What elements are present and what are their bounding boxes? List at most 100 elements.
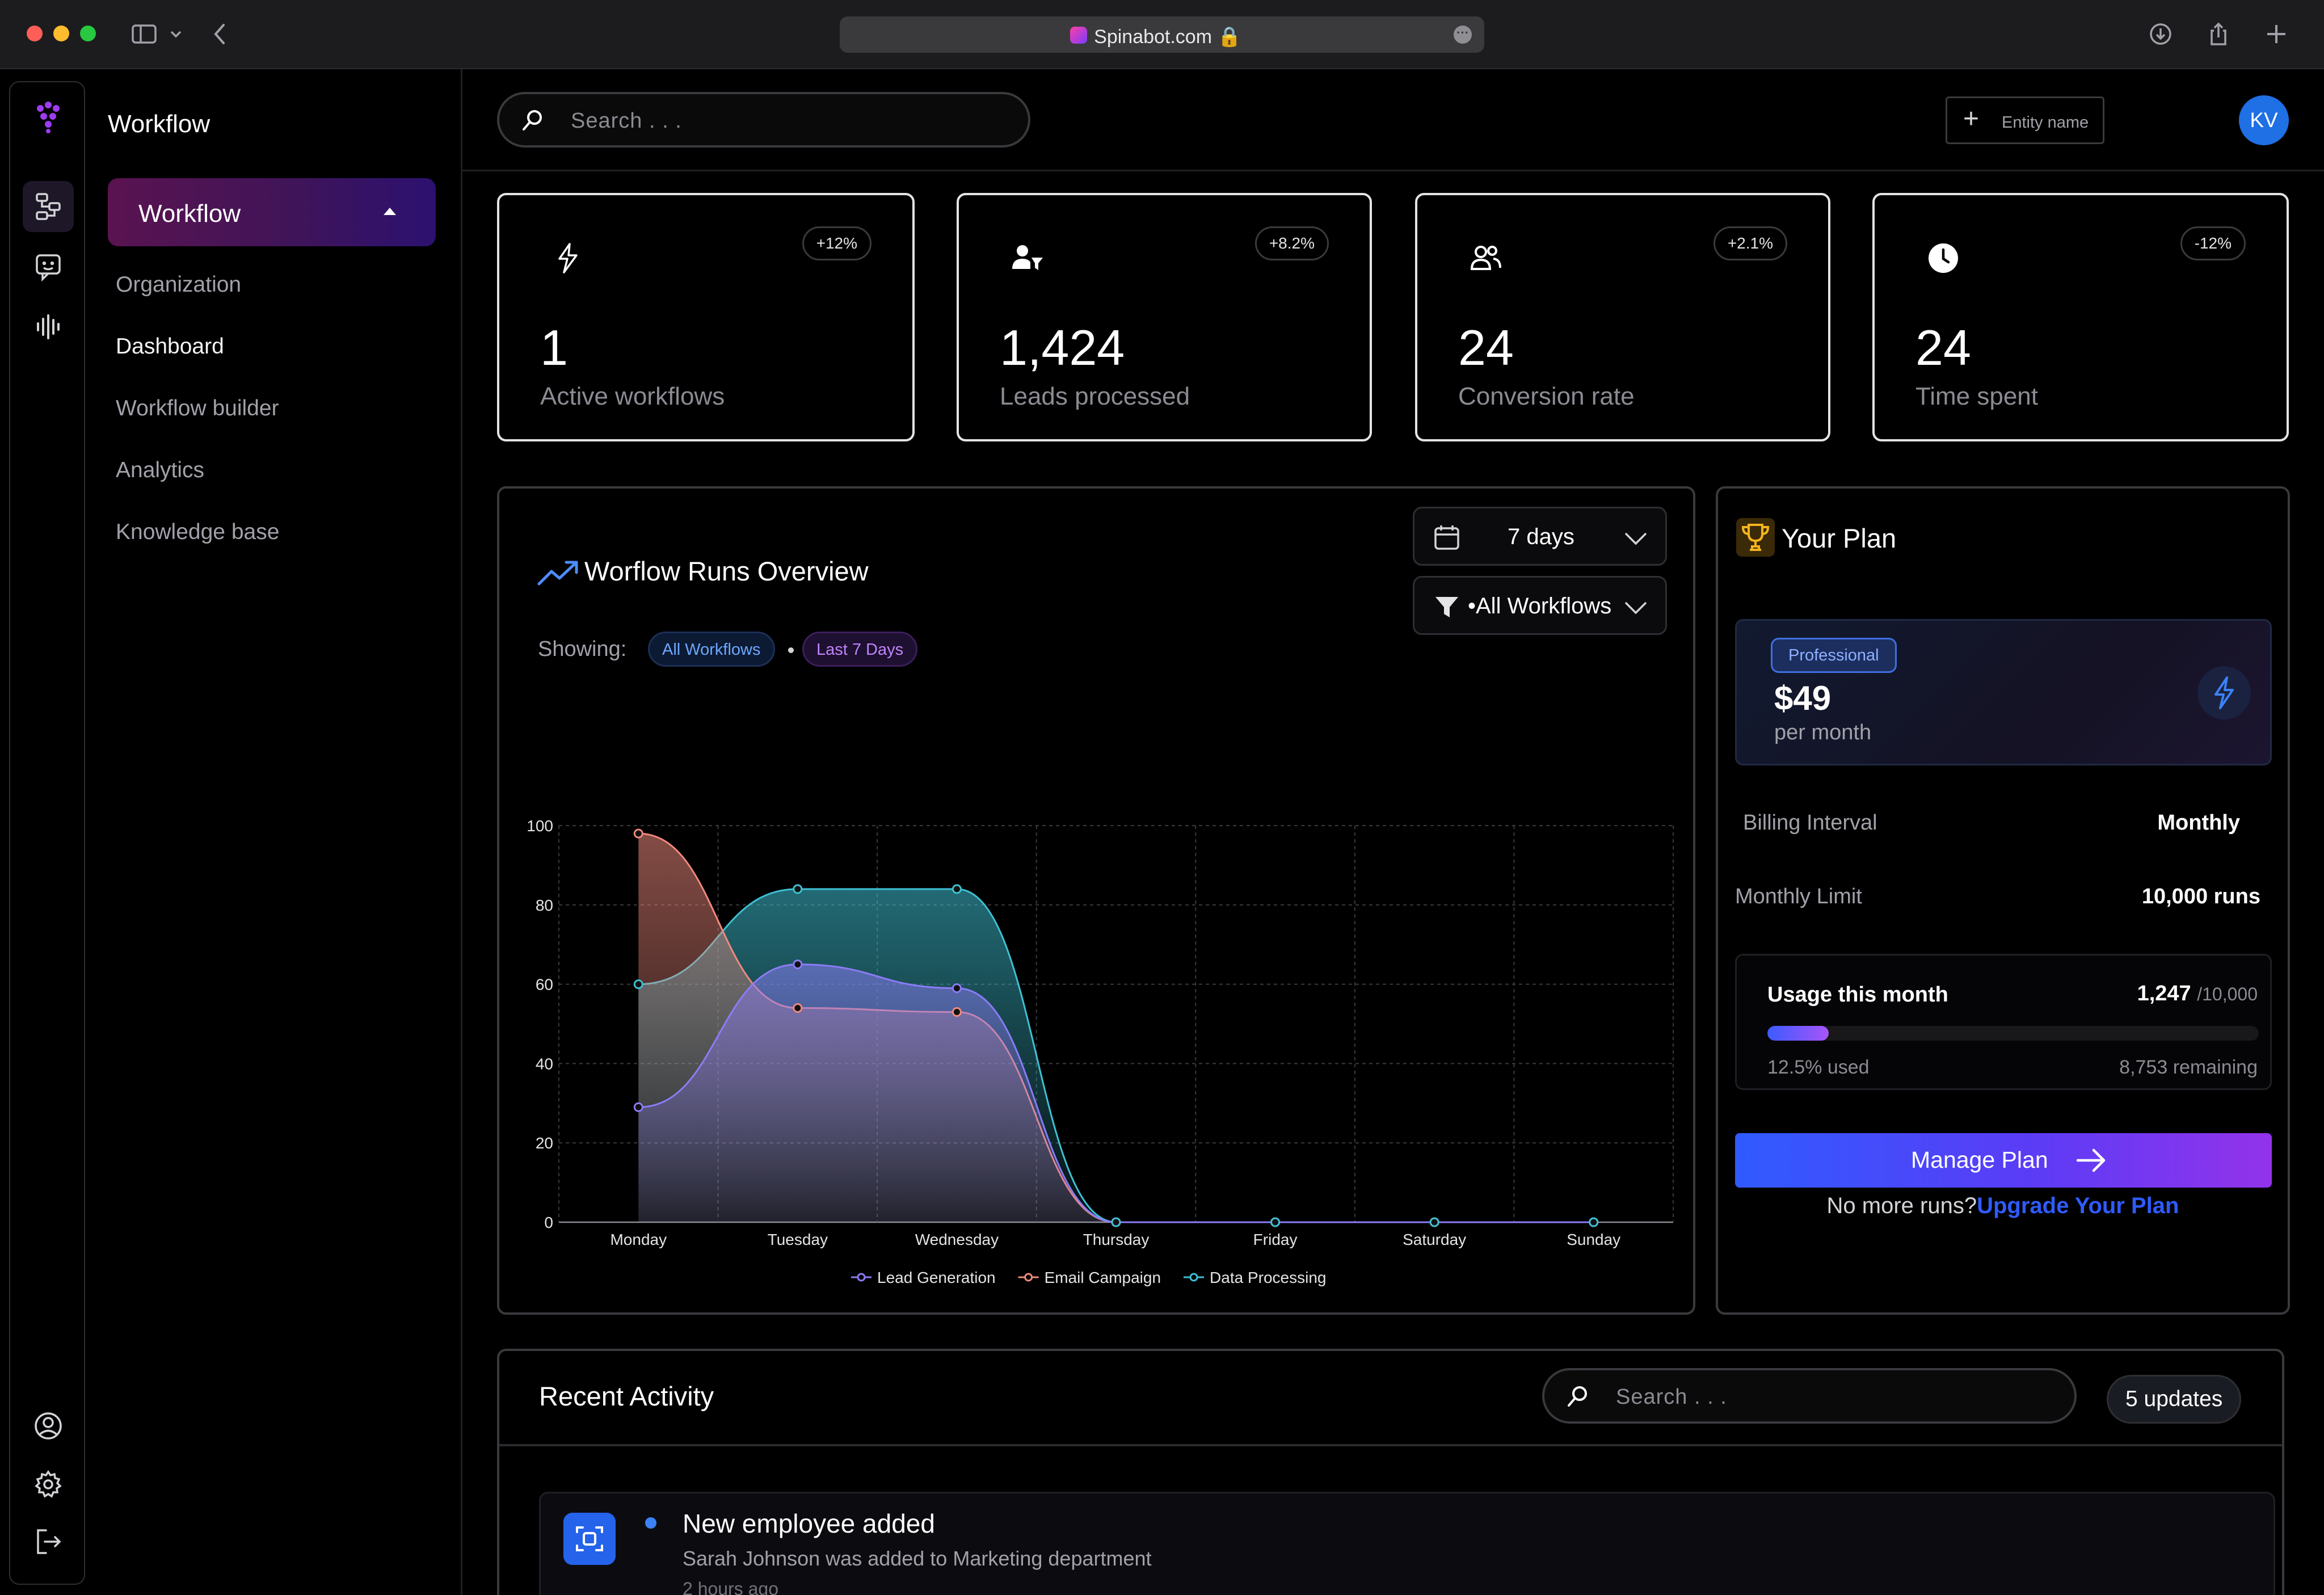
chevron-down-icon[interactable] xyxy=(168,20,184,48)
monthly-limit-value: 10,000 runs xyxy=(2141,885,2260,908)
filter-funnel-icon xyxy=(1435,597,1458,617)
activity-item[interactable]: New employee added Sarah Johnson was add… xyxy=(539,1492,2275,1595)
app-logo-icon[interactable] xyxy=(31,100,65,134)
legend-label: Lead Generation xyxy=(877,1269,996,1286)
lock-icon: 🔒 xyxy=(1217,26,1241,48)
data-point xyxy=(1429,1217,1439,1227)
billing-interval-label: Billing Interval xyxy=(1743,811,1877,835)
usage-value-group: 1,247 /10,000 xyxy=(2137,982,2258,1006)
change-badge: +2.1% xyxy=(1713,226,1787,260)
unread-dot xyxy=(645,1517,656,1529)
address-bar[interactable]: Spinabot.com 🔒 ··· xyxy=(840,16,1484,53)
nav-item-knowledge-base[interactable]: Knowledge base xyxy=(116,520,280,544)
x-tick-label: Sunday xyxy=(1567,1231,1620,1248)
stat-value: 24 xyxy=(1915,319,1971,376)
user-leads-icon xyxy=(1012,245,1043,270)
y-tick-label: 100 xyxy=(527,817,553,835)
close-window-button[interactable] xyxy=(27,26,43,41)
activity-search-placeholder: Search . . . xyxy=(1616,1385,1727,1409)
url-text: Spinabot.com xyxy=(1094,26,1212,48)
settings-gear-icon[interactable] xyxy=(31,1467,65,1501)
workflow-bolt-icon xyxy=(558,243,578,273)
usage-progress-bar xyxy=(1767,1026,2259,1041)
activity-title: New employee added xyxy=(683,1509,935,1538)
upgrade-plan-link[interactable]: Upgrade Your Plan xyxy=(1977,1193,2179,1218)
manage-plan-button[interactable]: Manage Plan xyxy=(1735,1133,2272,1188)
y-tick-label: 0 xyxy=(544,1214,553,1231)
trending-up-icon xyxy=(537,561,578,586)
entity-name-label: Entity name xyxy=(2002,113,2089,132)
workflow-group-label: Workflow xyxy=(138,200,241,228)
y-tick-label: 40 xyxy=(536,1055,553,1072)
data-point xyxy=(793,1003,803,1013)
site-favicon xyxy=(1070,27,1087,44)
stat-label: Time spent xyxy=(1915,382,2039,410)
side-navigation: Workflow Workflow Organization Dashboard… xyxy=(85,69,462,1595)
stat-label: Active workflows xyxy=(540,382,725,410)
arrow-right-icon xyxy=(2076,1148,2106,1172)
workflow-group-toggle[interactable]: Workflow xyxy=(108,178,436,246)
share-icon[interactable] xyxy=(2205,20,2232,48)
more-icon[interactable]: ··· xyxy=(1454,26,1472,44)
manage-plan-label: Manage Plan xyxy=(1911,1147,2048,1173)
chart-title: Worflow Runs Overview xyxy=(584,556,869,586)
data-point xyxy=(1270,1217,1281,1227)
logout-icon[interactable] xyxy=(31,1525,65,1559)
workflow-filter-select[interactable]: •All Workflows xyxy=(1413,576,1667,635)
top-bar: Search . . . + Entity name KV xyxy=(462,69,2324,171)
activity-search[interactable]: Search . . . xyxy=(1542,1368,2077,1424)
calendar-icon xyxy=(1434,525,1459,550)
download-icon[interactable] xyxy=(2147,20,2174,48)
legend-label: Email Campaign xyxy=(1045,1269,1161,1286)
area-lead-generation xyxy=(638,964,1594,1222)
stat-value: 1 xyxy=(540,319,568,376)
sidebar-toggle-icon[interactable] xyxy=(130,20,158,48)
usage-card: Usage this month 1,247 /10,000 12.5% use… xyxy=(1735,954,2272,1090)
legend-marker xyxy=(1189,1273,1198,1282)
user-avatar[interactable]: KV xyxy=(2239,95,2289,145)
stat-label: Conversion rate xyxy=(1458,382,1635,410)
caret-up-icon xyxy=(384,208,396,215)
date-range-select[interactable]: 7 days xyxy=(1413,507,1667,566)
activity-time: 2 hours ago xyxy=(683,1579,779,1595)
clock-icon xyxy=(1929,243,1958,273)
nav-item-analytics[interactable]: Analytics xyxy=(116,458,205,482)
chat-bot-icon[interactable] xyxy=(31,250,65,284)
stat-card-time-spent: -12% 24 Time spent xyxy=(1872,193,2289,441)
usage-percent-text: 12.5% used xyxy=(1767,1057,1870,1078)
no-runs-line: No more runs?Upgrade Your Plan xyxy=(1718,1193,2288,1219)
search-icon xyxy=(523,110,542,131)
profile-icon[interactable] xyxy=(31,1409,65,1443)
stat-card-conversion-rate: +2.1% 24 Conversion rate xyxy=(1415,193,1830,441)
stat-value: 24 xyxy=(1458,319,1514,376)
usage-total: /10,000 xyxy=(2197,984,2258,1004)
voice-wave-icon[interactable] xyxy=(31,310,65,344)
data-point xyxy=(1111,1217,1121,1227)
x-tick-label: Saturday xyxy=(1403,1231,1466,1248)
new-tab-icon[interactable] xyxy=(2263,20,2290,48)
x-tick-label: Friday xyxy=(1253,1231,1298,1248)
chevron-down-icon xyxy=(1624,601,1647,615)
nav-item-workflow-builder[interactable]: Workflow builder xyxy=(116,396,279,420)
line-lead-generation xyxy=(638,963,1594,1223)
x-tick-label: Tuesday xyxy=(768,1231,828,1248)
back-icon[interactable] xyxy=(207,20,234,48)
global-search[interactable]: Search . . . xyxy=(497,92,1030,148)
workflow-runs-overview-panel: Worflow Runs Overview Showing: All Workf… xyxy=(497,486,1695,1315)
entity-name-button[interactable]: + Entity name xyxy=(1946,96,2104,144)
nav-item-organization[interactable]: Organization xyxy=(116,272,242,297)
sidenav-title: Workflow xyxy=(108,110,210,138)
minimize-window-button[interactable] xyxy=(53,26,69,41)
x-tick-label: Thursday xyxy=(1083,1231,1150,1248)
nav-item-dashboard[interactable]: Dashboard xyxy=(116,334,224,359)
zoom-window-button[interactable] xyxy=(80,26,96,41)
plan-tier-badge: Professional xyxy=(1771,638,1897,673)
filter-chip-workflows[interactable]: All Workflows xyxy=(648,632,775,667)
change-badge: +12% xyxy=(802,226,872,260)
workflow-icon[interactable] xyxy=(31,190,65,224)
stat-card-leads-processed: +8.2% 1,424 Leads processed xyxy=(957,193,1372,441)
chevron-down-icon xyxy=(1624,532,1647,545)
y-tick-label: 20 xyxy=(536,1134,553,1152)
change-badge: -12% xyxy=(2180,226,2246,260)
filter-chip-days[interactable]: Last 7 Days xyxy=(802,632,918,667)
